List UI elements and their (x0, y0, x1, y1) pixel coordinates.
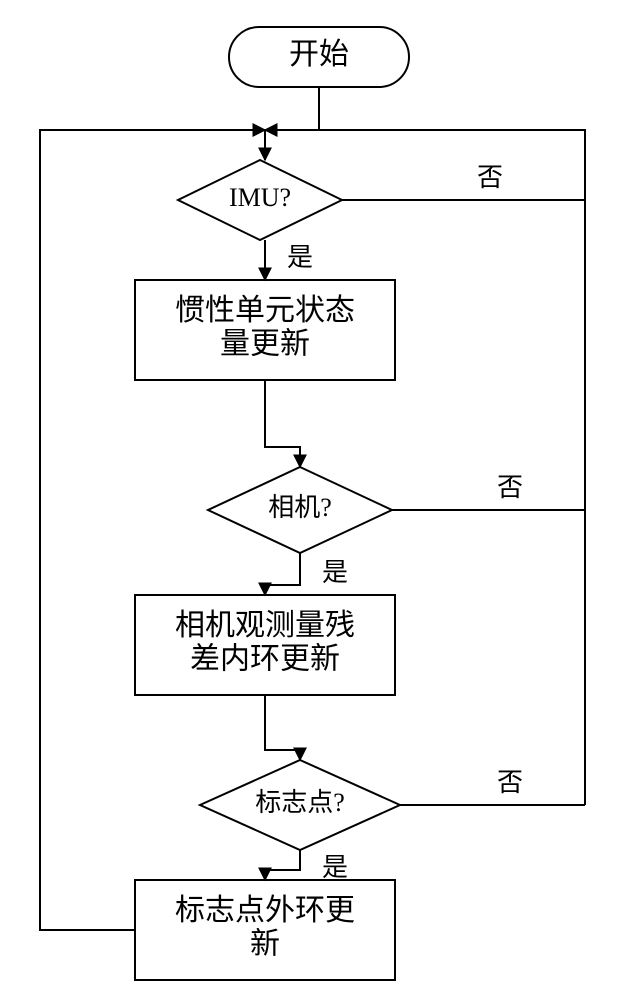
svg-text:差内环更新: 差内环更新 (190, 643, 340, 676)
svg-text:相机?: 相机? (268, 493, 332, 522)
svg-text:否: 否 (477, 163, 503, 192)
svg-text:否: 否 (497, 768, 523, 797)
svg-text:相机观测量残: 相机观测量残 (175, 609, 355, 642)
svg-text:标志点外环更: 标志点外环更 (175, 894, 355, 927)
imu_upd: 惯性单元状态量更新 (135, 280, 395, 380)
svg-text:新: 新 (250, 928, 280, 961)
mark: 标志点? (200, 760, 400, 850)
imu: IMU? (178, 160, 342, 240)
svg-text:否: 否 (497, 473, 523, 502)
svg-text:标志点?: 标志点? (255, 788, 345, 817)
cam_upd: 相机观测量残差内环更新 (135, 595, 395, 695)
svg-text:是: 是 (287, 243, 313, 272)
start: 开始 (229, 27, 409, 87)
svg-text:惯性单元状态: 惯性单元状态 (175, 294, 355, 327)
svg-text:开始: 开始 (289, 38, 349, 71)
svg-text:是: 是 (322, 558, 348, 587)
mark_upd: 标志点外环更新 (135, 880, 395, 980)
svg-text:IMU?: IMU? (229, 183, 291, 212)
svg-text:是: 是 (322, 853, 348, 882)
svg-text:量更新: 量更新 (220, 328, 310, 361)
cam: 相机? (208, 467, 392, 553)
